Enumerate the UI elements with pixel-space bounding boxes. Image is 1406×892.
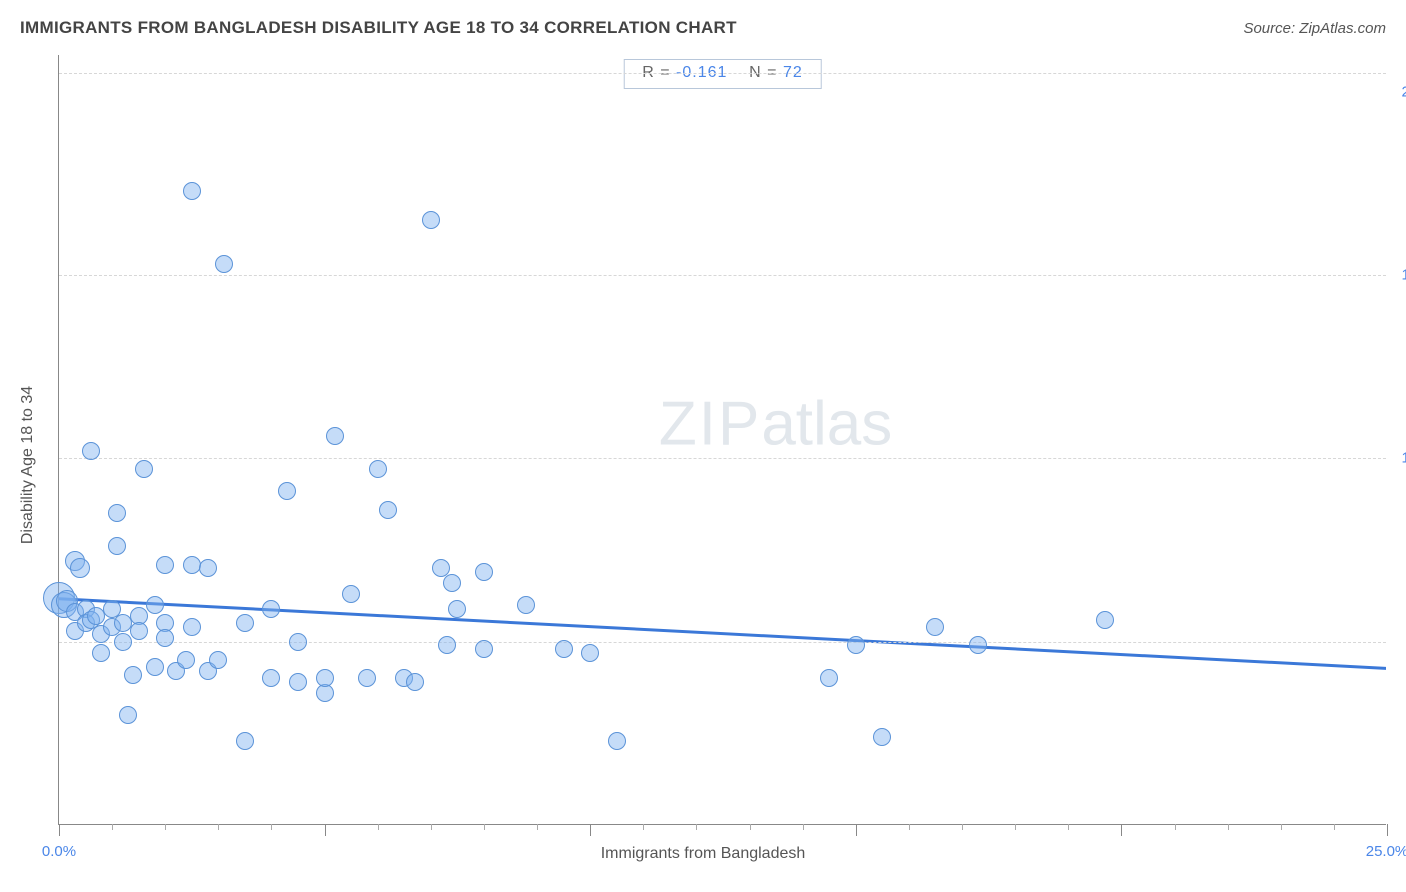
x-minor-tick [431,824,432,830]
x-tick-label: 25.0% [1366,843,1406,860]
x-major-tick [1121,824,1122,836]
source-label: Source: ZipAtlas.com [1243,20,1386,37]
data-point [475,640,493,658]
x-minor-tick [1334,824,1335,830]
data-point [146,596,164,614]
data-point [517,596,535,614]
data-point [108,537,126,555]
data-point [236,614,254,632]
x-major-tick [59,824,60,836]
data-point [183,182,201,200]
data-point [969,636,987,654]
data-point [422,211,440,229]
x-minor-tick [962,824,963,830]
data-point [108,504,126,522]
x-minor-tick [750,824,751,830]
x-minor-tick [378,824,379,830]
x-major-tick [590,824,591,836]
data-point [183,556,201,574]
data-point [342,585,360,603]
data-point [183,618,201,636]
data-point [289,633,307,651]
x-minor-tick [484,824,485,830]
data-point [379,501,397,519]
plot-area: ZIPatlas R = -0.161 N = 72 5.0%10.0%15.0… [58,55,1386,825]
data-point [262,669,280,687]
x-minor-tick [1068,824,1069,830]
x-minor-tick [909,824,910,830]
data-point [262,600,280,618]
x-minor-tick [1228,824,1229,830]
x-minor-tick [1175,824,1176,830]
data-point [358,669,376,687]
y-tick-label: 20.0% [1401,83,1406,100]
data-point [82,442,100,460]
gridline [59,275,1386,276]
data-point [278,482,296,500]
x-axis-title: Immigrants from Bangladesh [601,845,806,863]
data-point [156,556,174,574]
data-point [119,706,137,724]
data-point [1096,611,1114,629]
data-point [847,636,865,654]
data-point [555,640,573,658]
x-tick-label: 0.0% [42,843,76,860]
chart-container: Disability Age 18 to 34 ZIPatlas R = -0.… [20,55,1386,875]
data-point [215,255,233,273]
data-point [92,644,110,662]
data-point [156,629,174,647]
data-point [443,574,461,592]
x-minor-tick [537,824,538,830]
watermark: ZIPatlas [659,389,892,460]
data-point [326,427,344,445]
data-point [608,732,626,750]
data-point [873,728,891,746]
data-point [475,563,493,581]
data-point [438,636,456,654]
x-major-tick [325,824,326,836]
data-point [581,644,599,662]
data-point [114,633,132,651]
x-minor-tick [218,824,219,830]
data-point [124,666,142,684]
data-point [316,669,334,687]
trendline [59,55,1386,824]
data-point [236,732,254,750]
gridline [59,458,1386,459]
x-minor-tick [1281,824,1282,830]
data-point [135,460,153,478]
data-point [70,558,90,578]
data-point [146,658,164,676]
data-point [130,622,148,640]
data-point [926,618,944,636]
data-point [406,673,424,691]
x-major-tick [856,824,857,836]
data-point [177,651,195,669]
data-point [448,600,466,618]
data-point [289,673,307,691]
gridline [59,642,1386,643]
y-axis-title: Disability Age 18 to 34 [19,386,37,544]
x-minor-tick [1015,824,1016,830]
data-point [820,669,838,687]
y-tick-label: 15.0% [1401,267,1406,284]
x-minor-tick [696,824,697,830]
x-minor-tick [643,824,644,830]
x-minor-tick [165,824,166,830]
data-point [199,559,217,577]
y-tick-label: 10.0% [1401,450,1406,467]
chart-title: IMMIGRANTS FROM BANGLADESH DISABILITY AG… [20,18,737,37]
data-point [209,651,227,669]
data-point [369,460,387,478]
gridline [59,73,1386,74]
x-minor-tick [271,824,272,830]
x-minor-tick [112,824,113,830]
x-major-tick [1387,824,1388,836]
x-minor-tick [803,824,804,830]
